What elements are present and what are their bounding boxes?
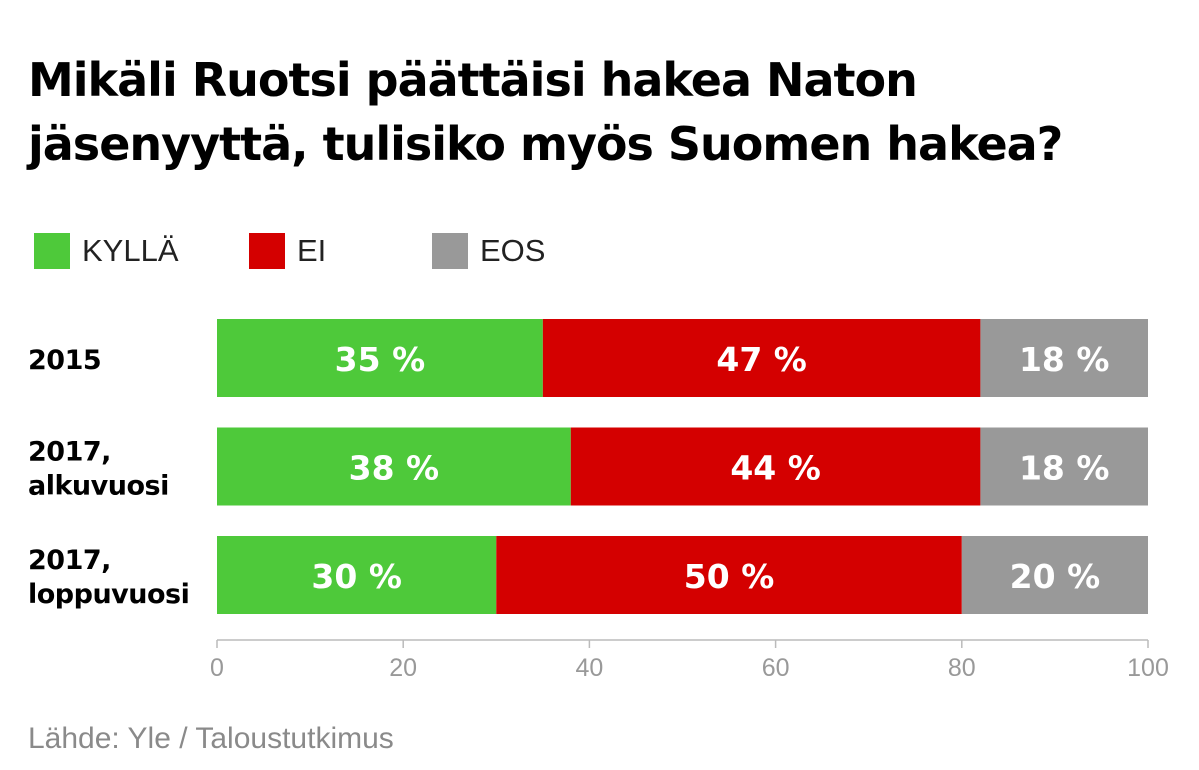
data-label-eos-2: 20 % <box>1010 557 1100 596</box>
legend-label-eos: EOS <box>480 233 546 268</box>
chart-title: Mikäli Ruotsi päättäisi hakea Naton jäse… <box>28 48 1168 176</box>
bar-kylla-2 <box>217 536 497 614</box>
data-label-kylla-0: 35 % <box>335 340 425 379</box>
category-label-1-0: 2017, <box>28 437 111 468</box>
data-label-eos-1: 18 % <box>1019 449 1109 488</box>
x-tick-label-5: 100 <box>1127 654 1169 682</box>
title-line-2: jäsenyyttä, tulisiko myös Suomen hakea? <box>28 117 1063 171</box>
category-label-2-0: 2017, <box>28 545 111 576</box>
x-tick-label-3: 60 <box>762 654 790 682</box>
bar-eos-1 <box>980 427 1148 506</box>
bar-kylla-1 <box>217 427 571 506</box>
legend-item-kylla: KYLLÄ <box>34 230 179 272</box>
category-label-2-1: loppuvuosi <box>28 579 189 610</box>
bar-eos-0 <box>980 319 1148 397</box>
data-label-ei-2: 50 % <box>684 557 774 596</box>
x-tick-label-4: 80 <box>948 654 976 682</box>
bar-kylla-0 <box>217 319 543 397</box>
bar-ei-1 <box>570 427 981 506</box>
legend-label-ei: EI <box>297 233 327 268</box>
legend-item-ei: EI <box>249 230 326 272</box>
x-tick-label-2: 40 <box>575 654 603 682</box>
legend-label-kylla: KYLLÄ <box>82 233 179 268</box>
x-tick-label-1: 20 <box>389 654 417 682</box>
data-label-kylla-1: 38 % <box>349 449 439 488</box>
data-label-ei-1: 44 % <box>730 449 820 488</box>
title-line-1: Mikäli Ruotsi päättäisi hakea Naton <box>28 53 918 107</box>
category-label-1-1: alkuvuosi <box>28 471 169 502</box>
x-tick-label-0: 0 <box>210 654 224 682</box>
legend-swatch-kylla <box>34 233 70 269</box>
legend-swatch-eos <box>432 233 468 269</box>
bar-eos-2 <box>961 536 1148 614</box>
legend-item-eos: EOS <box>432 230 545 272</box>
bar-ei-2 <box>496 536 962 614</box>
data-label-eos-0: 18 % <box>1019 340 1109 379</box>
data-label-ei-0: 47 % <box>716 340 806 379</box>
source-note: Lähde: Yle / Taloustutkimus <box>28 722 394 755</box>
stacked-bar-chart: 2015 35 % 47 % 18 %2017,alkuvuosi 38 % 44 % 18… <box>28 319 1169 682</box>
legend-swatch-ei <box>249 233 285 269</box>
data-label-kylla-2: 30 % <box>311 557 401 596</box>
category-label-0-0: 2015 <box>28 345 101 376</box>
bar-ei-0 <box>542 319 981 397</box>
